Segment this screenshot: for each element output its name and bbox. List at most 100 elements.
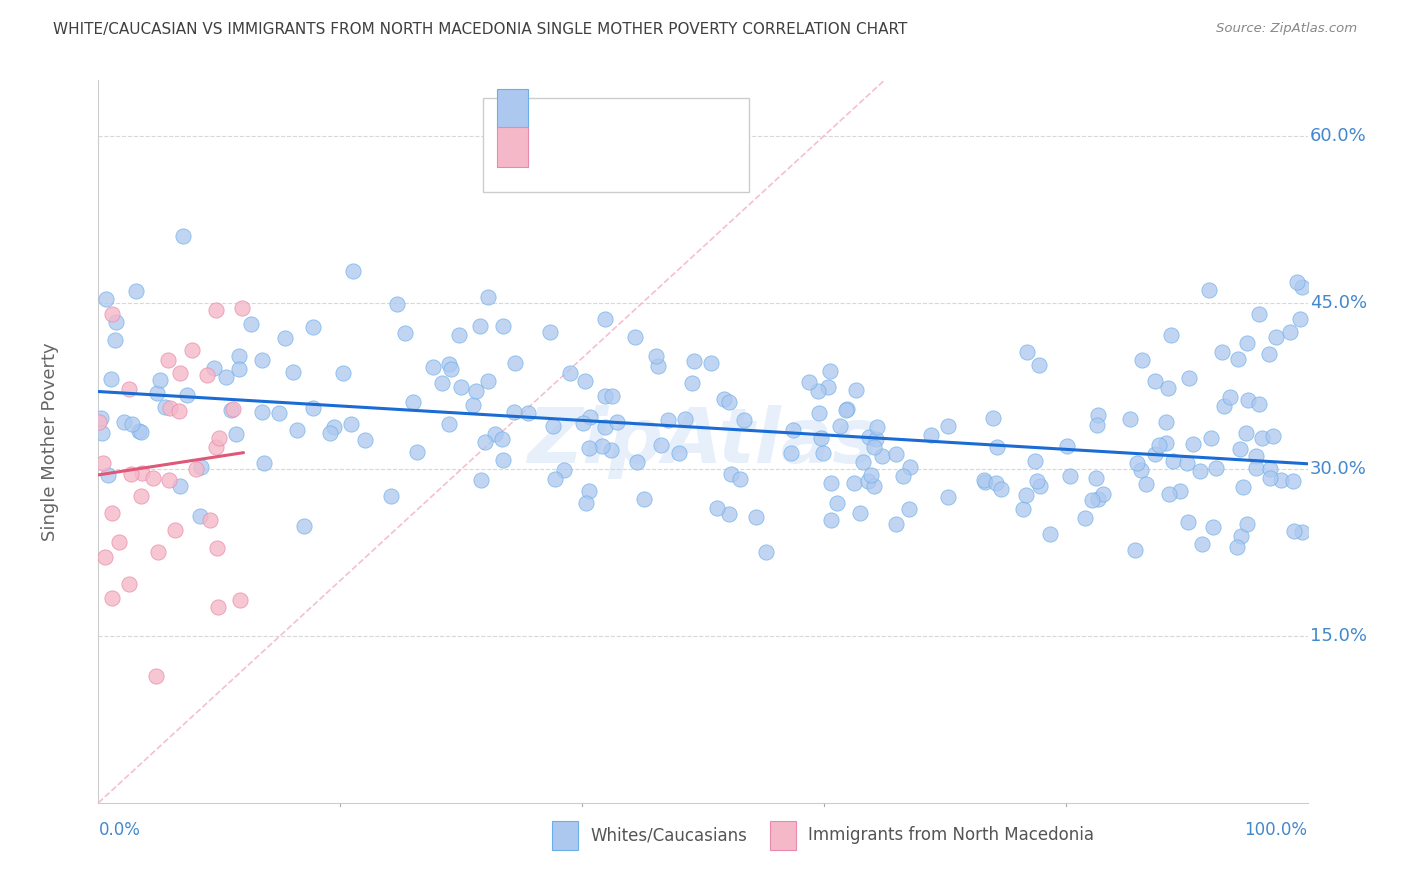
Point	[250, 352, 273, 367]
Point	[633, 492, 655, 507]
Point	[1024, 453, 1046, 467]
Text: WHITE/CAUCASIAN VS IMMIGRANTS FROM NORTH MACEDONIA SINGLE MOTHER POVERTY CORRELA: WHITE/CAUCASIAN VS IMMIGRANTS FROM NORTH…	[53, 22, 908, 37]
Text: Immigrants from North Macedonia: Immigrants from North Macedonia	[808, 826, 1094, 845]
Point	[717, 394, 740, 409]
Point	[1251, 430, 1274, 444]
Point	[600, 389, 623, 403]
Point	[842, 476, 865, 491]
Point	[1232, 480, 1254, 494]
Point	[572, 416, 595, 430]
Text: 100.0%: 100.0%	[1244, 821, 1308, 838]
Point	[131, 466, 153, 480]
Point	[430, 376, 453, 391]
Point	[938, 418, 960, 433]
Point	[973, 473, 995, 487]
Point	[1154, 415, 1177, 429]
Point	[118, 382, 141, 396]
FancyBboxPatch shape	[769, 821, 796, 850]
Point	[169, 479, 191, 493]
Point	[1157, 381, 1180, 395]
Point	[100, 372, 122, 386]
Point	[936, 490, 959, 504]
Point	[205, 541, 228, 556]
Point	[733, 413, 755, 427]
Point	[1205, 461, 1227, 475]
Point	[101, 307, 124, 321]
Point	[1091, 487, 1114, 501]
Text: 33: 33	[697, 138, 728, 156]
Point	[172, 229, 194, 244]
Point	[231, 301, 253, 315]
Point	[574, 496, 596, 510]
Point	[157, 473, 180, 487]
Point	[439, 417, 461, 431]
Point	[1282, 524, 1305, 538]
Point	[1015, 488, 1038, 502]
Point	[219, 403, 242, 417]
Point	[1161, 454, 1184, 468]
Point	[285, 423, 308, 437]
Point	[385, 297, 408, 311]
Text: ZipAtlas: ZipAtlas	[527, 405, 879, 478]
Point	[807, 406, 830, 420]
Point	[1236, 393, 1258, 408]
Point	[319, 425, 342, 440]
Point	[1149, 438, 1171, 452]
Point	[799, 375, 821, 389]
Point	[128, 424, 150, 438]
Point	[553, 463, 575, 477]
Point	[1226, 540, 1249, 554]
Point	[1168, 484, 1191, 499]
Point	[503, 356, 526, 370]
Point	[274, 331, 297, 345]
Point	[229, 593, 252, 607]
Text: 45.0%: 45.0%	[1310, 293, 1367, 311]
Point	[1236, 335, 1258, 350]
Point	[215, 370, 238, 384]
Point	[1229, 529, 1251, 543]
Point	[228, 349, 250, 363]
Point	[859, 468, 882, 483]
Point	[474, 434, 496, 449]
Point	[169, 366, 191, 380]
Point	[1249, 307, 1271, 321]
Point	[1270, 474, 1292, 488]
Point	[683, 354, 706, 368]
Point	[1135, 476, 1157, 491]
Point	[1212, 400, 1234, 414]
Point	[492, 318, 515, 333]
Point	[91, 456, 114, 470]
Point	[1160, 327, 1182, 342]
Point	[755, 545, 778, 559]
Point	[578, 441, 600, 455]
Point	[1017, 345, 1039, 359]
Point	[591, 439, 613, 453]
Point	[1175, 456, 1198, 470]
Point	[202, 361, 225, 376]
Point	[491, 432, 513, 446]
Point	[600, 443, 623, 458]
Point	[813, 446, 835, 460]
Point	[700, 356, 723, 370]
Point	[1143, 374, 1166, 388]
Point	[825, 496, 848, 510]
Point	[129, 425, 152, 440]
Point	[1258, 461, 1281, 475]
Point	[820, 513, 842, 527]
Point	[1056, 439, 1078, 453]
Point	[292, 518, 315, 533]
Point	[129, 489, 152, 503]
Point	[1285, 275, 1308, 289]
Point	[1074, 511, 1097, 525]
Point	[626, 455, 648, 469]
Point	[837, 402, 859, 417]
Point	[163, 523, 186, 537]
Point	[624, 329, 647, 343]
Text: N =: N =	[655, 100, 695, 118]
Point	[865, 433, 887, 447]
Point	[342, 264, 364, 278]
Point	[267, 406, 290, 420]
Point	[1118, 412, 1140, 426]
Point	[650, 438, 672, 452]
Point	[101, 591, 124, 606]
